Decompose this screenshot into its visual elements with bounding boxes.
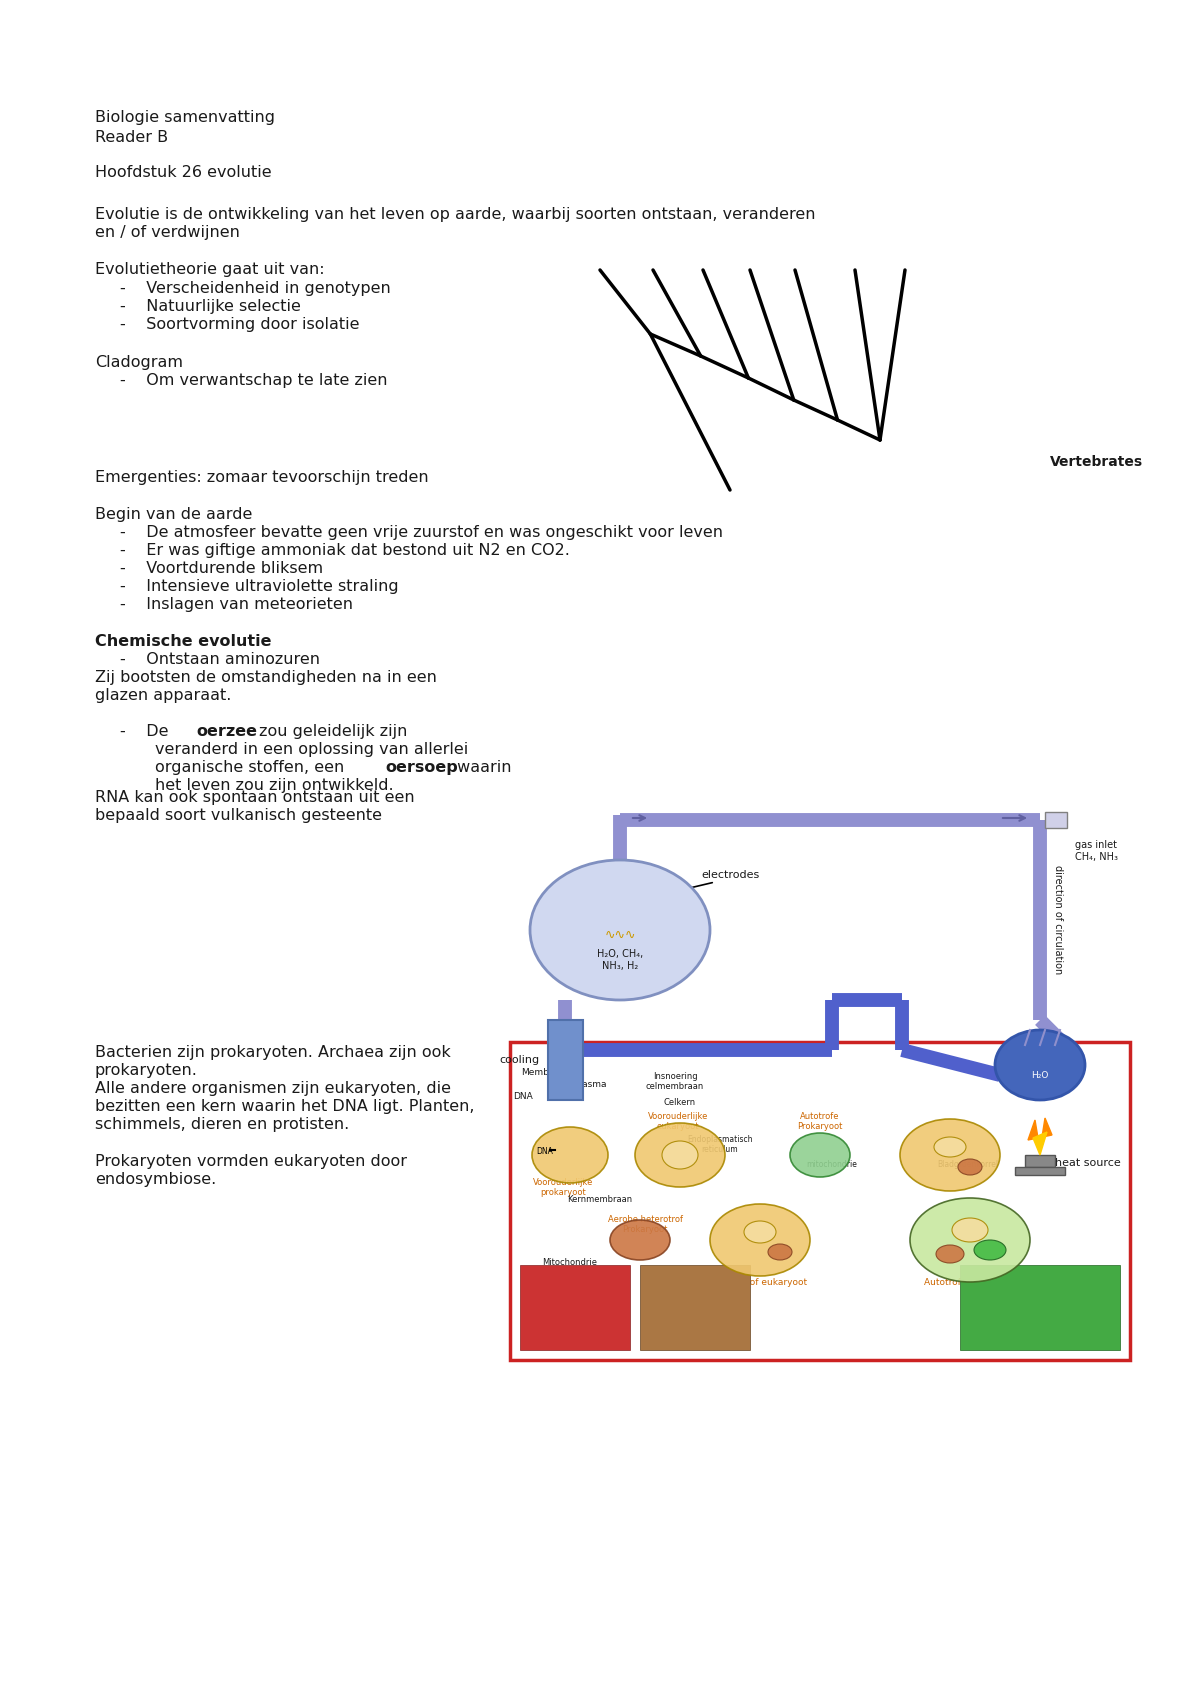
Text: Mitochondrie: Mitochondrie [542,1257,598,1268]
Text: Zij bootsten de omstandigheden na in een: Zij bootsten de omstandigheden na in een [95,670,437,686]
Ellipse shape [610,1220,670,1259]
Text: het leven zou zijn ontwikkeld.: het leven zou zijn ontwikkeld. [155,777,394,792]
Text: H₂O, CH₄,
NH₃, H₂: H₂O, CH₄, NH₃, H₂ [596,949,643,971]
Text: H₂O: H₂O [1031,1071,1049,1079]
Text: Voorouderlijke
eukaryoot: Voorouderlijke eukaryoot [648,1112,708,1132]
Text: gas inlet
CH₄, NH₃: gas inlet CH₄, NH₃ [1075,840,1118,862]
Ellipse shape [662,1140,698,1169]
Text: electrodes: electrodes [701,871,760,881]
Text: bepaald soort vulkanisch gesteente: bepaald soort vulkanisch gesteente [95,808,382,823]
Text: zou geleidelijk zijn: zou geleidelijk zijn [254,725,408,738]
Ellipse shape [710,1203,810,1276]
Text: -    De: - De [120,725,174,738]
Bar [1025,1156,1055,1168]
Text: -    Natuurlijke selectie: - Natuurlijke selectie [120,299,301,314]
Text: Prokaryoten vormden eukaryoten door: Prokaryoten vormden eukaryoten door [95,1154,407,1169]
Text: oersoep: oersoep [385,760,457,776]
Text: Chemische evolutie: Chemische evolutie [95,635,271,648]
Text: -    Soortvorming door isolatie: - Soortvorming door isolatie [120,317,360,333]
Text: bezitten een kern waarin het DNA ligt. Planten,: bezitten een kern waarin het DNA ligt. P… [95,1100,474,1113]
Bar [510,1042,1130,1359]
Text: prokaryoten.: prokaryoten. [95,1062,198,1078]
Bar [960,1264,1120,1351]
Bar [548,1020,583,1100]
Text: DNA: DNA [514,1091,533,1101]
Text: -    Om verwantschap te late zien: - Om verwantschap te late zien [120,373,388,389]
Ellipse shape [910,1198,1030,1281]
Text: ∿∿∿: ∿∿∿ [605,928,636,942]
Bar [640,1264,750,1351]
Text: Autotrofe eukaryoot: Autotrofe eukaryoot [924,1278,1015,1286]
Text: Insnoering
celmembraan: Insnoering celmembraan [646,1073,704,1091]
Text: Reader B: Reader B [95,131,168,144]
Text: veranderd in een oplossing van allerlei: veranderd in een oplossing van allerlei [155,742,468,757]
Ellipse shape [768,1244,792,1259]
Text: Aerobe heterotrof
Prokaryoot: Aerobe heterotrof Prokaryoot [607,1215,683,1234]
Text: Celkern: Celkern [664,1098,696,1106]
Text: oerzee: oerzee [197,725,258,738]
Text: spark: spark [600,903,640,916]
Text: Cladogram: Cladogram [95,355,182,370]
Text: -    Verscheidenheid in genotypen: - Verscheidenheid in genotypen [120,282,391,295]
Text: organische stoffen, een: organische stoffen, een [155,760,349,776]
Bar [1045,811,1067,828]
Ellipse shape [790,1134,850,1178]
Ellipse shape [995,1030,1085,1100]
Ellipse shape [530,860,710,1000]
Bar [1015,1168,1066,1174]
Text: direction of circulation: direction of circulation [1054,865,1063,974]
Text: Kernmembraan: Kernmembraan [568,1195,632,1203]
Polygon shape [1028,1118,1052,1151]
Ellipse shape [744,1222,776,1242]
Text: Bacterien zijn prokaryoten. Archaea zijn ook: Bacterien zijn prokaryoten. Archaea zijn… [95,1045,451,1061]
Ellipse shape [635,1123,725,1186]
Ellipse shape [934,1137,966,1157]
Ellipse shape [974,1241,1006,1259]
Ellipse shape [900,1118,1000,1191]
Text: -    Er was giftige ammoniak dat bestond uit N2 en CO2.: - Er was giftige ammoniak dat bestond ui… [120,543,570,558]
Text: en / of verdwijnen: en / of verdwijnen [95,226,240,239]
Ellipse shape [952,1218,988,1242]
Text: Heterotrof eukaryoot: Heterotrof eukaryoot [713,1278,808,1286]
Text: -    Inslagen van meteorieten: - Inslagen van meteorieten [120,597,353,613]
Text: endosymbiose.: endosymbiose. [95,1173,216,1186]
Text: -    Intensieve ultraviolette straling: - Intensieve ultraviolette straling [120,579,398,594]
Text: Cytoplasma: Cytoplasma [553,1079,607,1089]
Text: cooling: cooling [500,1056,540,1066]
Text: Begin van de aarde: Begin van de aarde [95,507,252,523]
Text: Endoplasmatisch
reticulum: Endoplasmatisch reticulum [688,1135,752,1154]
Text: schimmels, dieren en protisten.: schimmels, dieren en protisten. [95,1117,349,1132]
Text: -    Voortdurende bliksem: - Voortdurende bliksem [120,562,323,575]
Text: mitochondrie: mitochondrie [806,1161,858,1169]
Text: -    De atmosfeer bevatte geen vrije zuurstof en was ongeschikt voor leven: - De atmosfeer bevatte geen vrije zuurst… [120,524,722,540]
Text: Bladgroenkorrel: Bladgroenkorrel [937,1161,998,1169]
Text: Autotrofe
Prokaryoot: Autotrofe Prokaryoot [797,1112,842,1132]
Text: Evolutie is de ontwikkeling van het leven op aarde, waarbij soorten ontstaan, ve: Evolutie is de ontwikkeling van het leve… [95,207,816,222]
Text: Voorouderlijke
prokaryoot: Voorouderlijke prokaryoot [533,1178,593,1198]
Text: Membraan: Membraan [521,1067,569,1078]
Bar [520,1264,630,1351]
Text: waarin: waarin [452,760,511,776]
Text: Alle andere organismen zijn eukaryoten, die: Alle andere organismen zijn eukaryoten, … [95,1081,451,1096]
Text: RNA kan ook spontaan ontstaan uit een: RNA kan ook spontaan ontstaan uit een [95,791,415,804]
Polygon shape [1033,1132,1046,1156]
Text: Evolutietheorie gaat uit van:: Evolutietheorie gaat uit van: [95,261,325,277]
Text: Vertebrates: Vertebrates [1050,455,1144,468]
Ellipse shape [532,1127,608,1183]
Text: -    Ontstaan aminozuren: - Ontstaan aminozuren [120,652,320,667]
Ellipse shape [936,1246,964,1263]
Text: glazen apparaat.: glazen apparaat. [95,687,232,703]
Text: Hoofdstuk 26 evolutie: Hoofdstuk 26 evolutie [95,165,271,180]
Text: heat source: heat source [1055,1157,1121,1168]
Text: Emergenties: zomaar tevoorschijn treden: Emergenties: zomaar tevoorschijn treden [95,470,428,485]
Text: DNA: DNA [536,1147,553,1156]
Ellipse shape [958,1159,982,1174]
Text: Biologie samenvatting: Biologie samenvatting [95,110,275,126]
